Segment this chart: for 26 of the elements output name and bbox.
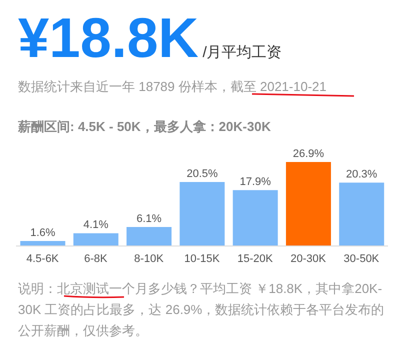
bar	[180, 182, 225, 246]
bar	[286, 162, 331, 246]
x-tick-label: 30-50K	[344, 252, 380, 265]
chart-title: ¥18.8K	[18, 6, 199, 70]
bar	[126, 226, 172, 246]
data-label: 4.1%	[83, 219, 109, 232]
x-tick-label: 4.5-6K	[26, 252, 60, 265]
data-label: 26.9%	[292, 148, 324, 160]
x-tick-label: 6-8K	[84, 252, 108, 265]
x-tick-label: 8-10K	[134, 252, 164, 265]
bar	[339, 182, 384, 246]
x-tick-label: 15-20K	[237, 252, 274, 265]
data-label: 20.3%	[346, 168, 378, 181]
bar	[232, 190, 278, 246]
data-label: 1.6%	[30, 227, 56, 240]
text: 说明：北京测试一个月多少钱？平均工资 ￥18.8K，其中拿20K-30K 工资的占比最多，达 26.9%，数据统计依赖于各平台发布的公开薪酬，仅供参考。	[18, 280, 386, 340]
text: 薪酬区间: 4.5K - 50K，最多人拿：20K-30K	[18, 118, 271, 136]
x-tick-label: 20-30K	[290, 252, 327, 265]
chart-subtitle: /月平均工资	[202, 43, 282, 62]
data-label: 6.1%	[136, 212, 162, 225]
text: 数据统计来自近一年 18789 份样本，截至 2021-10-21	[18, 78, 326, 96]
data-label: 17.9%	[240, 176, 272, 188]
bar	[20, 241, 66, 246]
data-label: 20.5%	[186, 168, 218, 180]
x-tick-label: 10-15K	[184, 252, 220, 265]
bar	[73, 233, 118, 246]
